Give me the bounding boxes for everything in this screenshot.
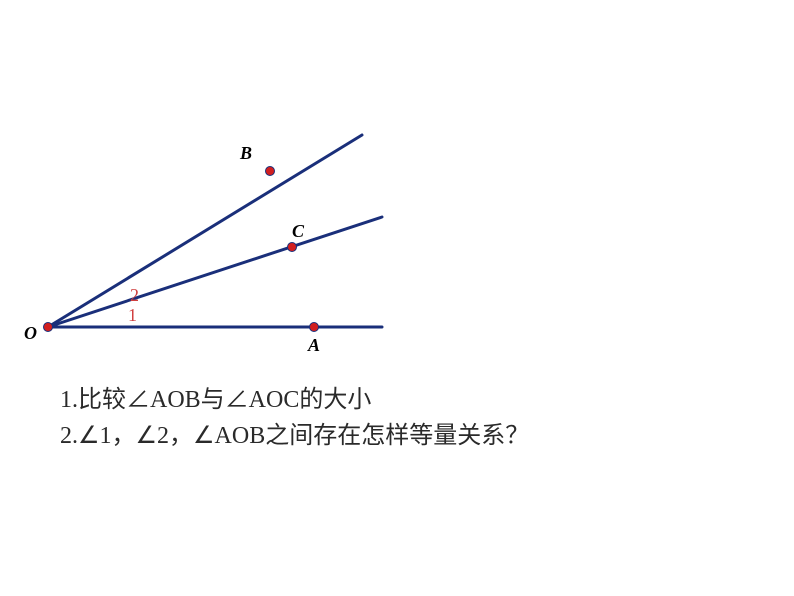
vertex-label-b: B: [240, 143, 252, 164]
angle-label-2: 2: [130, 285, 139, 306]
vertex-label-o: O: [24, 323, 37, 344]
question-2: 2.∠1，∠2，∠AOB之间存在怎样等量关系？: [60, 418, 529, 454]
vertex-label-a: A: [308, 335, 320, 356]
question-block: 1.比较∠AOB与∠AOC的大小 2.∠1，∠2，∠AOB之间存在怎样等量关系？: [60, 382, 529, 454]
angle-label-1: 1: [128, 305, 137, 326]
question-1: 1.比较∠AOB与∠AOC的大小: [60, 382, 529, 418]
diagram-svg: [12, 105, 412, 365]
angle-diagram: A C B O 12: [12, 105, 400, 360]
vertex-label-c: C: [292, 221, 304, 242]
